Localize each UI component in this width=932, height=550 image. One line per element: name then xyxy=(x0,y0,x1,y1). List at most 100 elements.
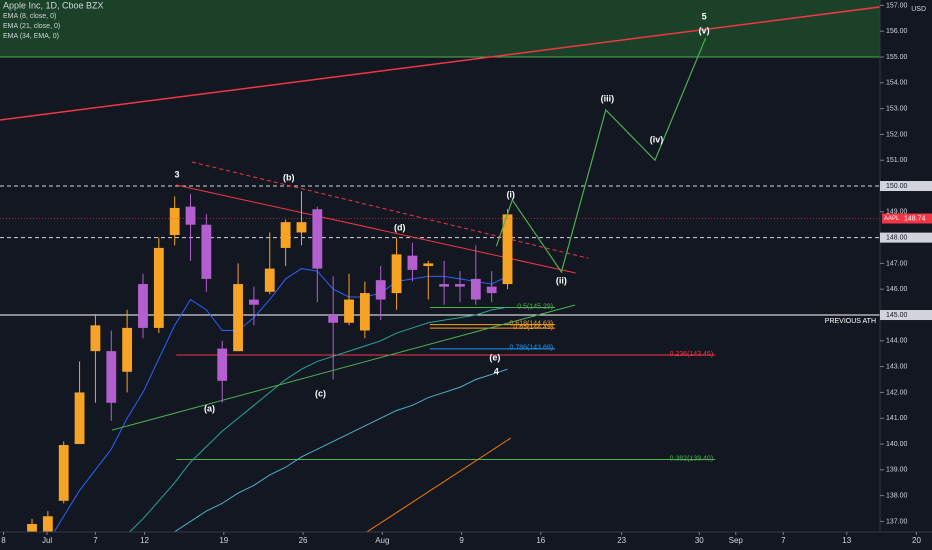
candle-body xyxy=(58,445,69,501)
legend-entry: EMA (21, close, 0) xyxy=(3,23,60,30)
candle-body xyxy=(407,255,418,270)
trend-line xyxy=(365,437,511,532)
y-tick-label: 156.00 xyxy=(886,28,908,35)
wave-label: (v) xyxy=(699,26,710,36)
candle-body xyxy=(486,286,497,294)
candle-body xyxy=(423,263,434,266)
candle-body xyxy=(217,348,228,381)
axis-label-box xyxy=(880,310,932,321)
y-tick-label: 155.00 xyxy=(886,54,908,61)
currency: USD xyxy=(911,6,926,13)
x-tick-label: 12 xyxy=(140,536,149,545)
x-tick-label: 19 xyxy=(219,536,228,545)
candle-body xyxy=(312,209,323,269)
level-label: 0.382(139.40) xyxy=(670,455,714,462)
y-tick-label: 140.00 xyxy=(886,441,908,448)
candle-body xyxy=(328,315,339,323)
wave-label: (d) xyxy=(394,222,406,232)
x-tick-label: 7 xyxy=(781,536,786,545)
candle-body xyxy=(201,224,212,279)
wave-label: 3 xyxy=(175,169,180,179)
wave-label: 5 xyxy=(702,11,707,21)
wave-label: (a) xyxy=(204,403,215,413)
wave-label: 4 xyxy=(494,366,499,376)
wave-label: (iii) xyxy=(601,93,615,103)
x-tick-label: 7 xyxy=(93,536,98,545)
wave-label: (c) xyxy=(315,388,326,398)
y-tick-label: 144.00 xyxy=(886,338,908,345)
level-label: 0.786(143.69) xyxy=(509,345,553,352)
candle-body xyxy=(375,280,386,300)
x-tick-label: 23 xyxy=(617,536,626,545)
y-tick-label: 151.00 xyxy=(886,157,908,164)
level-label: 0.618(144.63) xyxy=(509,320,553,327)
y-tick-label: 147.00 xyxy=(886,260,908,267)
y-tick-label: 143.00 xyxy=(886,363,908,370)
x-tick-label: Aug xyxy=(375,536,389,545)
x-tick-label: 16 xyxy=(536,536,545,545)
wave-path xyxy=(495,37,707,274)
trend-line xyxy=(176,184,576,274)
candle-body xyxy=(455,284,465,287)
last-symbol: AAPL xyxy=(884,216,900,222)
candle-body xyxy=(249,299,259,305)
x-tick-label: 30 xyxy=(695,536,704,545)
candle-body xyxy=(233,284,243,352)
chart-title: Apple Inc, 1D, Cboe BZX xyxy=(3,0,104,10)
ema-line xyxy=(128,306,508,532)
candle-body xyxy=(27,524,37,532)
candle-body xyxy=(122,327,133,372)
candle-body xyxy=(470,278,481,300)
y-tick-label: 157.00 xyxy=(886,2,908,9)
wave-label: (ii) xyxy=(556,275,567,285)
y-tick-label: 139.00 xyxy=(886,467,908,474)
candle-body xyxy=(280,222,291,248)
legend-entry: EMA (8, close, 0) xyxy=(3,13,56,20)
last-price-box xyxy=(882,213,932,224)
last-price: 148.74 xyxy=(904,215,926,222)
y-tick-label: 154.00 xyxy=(886,80,908,87)
trend-line xyxy=(0,6,880,121)
y-tick-label: 141.00 xyxy=(886,415,908,422)
x-tick-label: 26 xyxy=(299,536,308,545)
candle-body xyxy=(153,247,164,328)
wave-label: (e) xyxy=(489,352,500,362)
axis-label-box xyxy=(880,232,932,243)
x-tick-label: Sep xyxy=(729,536,744,545)
x-tick-label: 20 xyxy=(912,536,921,545)
wave-label: (iv) xyxy=(650,134,664,144)
candle-body xyxy=(42,516,53,532)
x-tick-label: Jul xyxy=(42,536,52,545)
y-tick-label: 149.00 xyxy=(886,209,908,216)
candle-body xyxy=(502,214,513,285)
axis-label: 148.00 xyxy=(886,234,908,241)
candle-body xyxy=(359,293,370,331)
candle-body xyxy=(296,222,307,233)
wave-label: (b) xyxy=(283,172,295,182)
candle-body xyxy=(106,351,117,403)
candle-body xyxy=(344,299,354,323)
level-label: 0.236(143.45) xyxy=(670,351,714,358)
candle-body xyxy=(439,284,450,287)
candle-body xyxy=(90,325,101,352)
ema-line xyxy=(173,368,508,532)
ema-line xyxy=(53,268,508,532)
price-axis xyxy=(880,0,932,550)
x-tick-label: 13 xyxy=(842,536,851,545)
candle-body xyxy=(138,284,148,328)
target-zone xyxy=(0,0,880,58)
candle-body xyxy=(185,206,196,225)
candle-body xyxy=(169,207,180,236)
level-label: 0.65(144.49) xyxy=(513,324,553,331)
y-tick-label: 137.00 xyxy=(886,518,908,525)
candle-body xyxy=(264,268,275,292)
x-tick-label: 9 xyxy=(459,536,464,545)
trend-line xyxy=(111,304,576,431)
candle-body xyxy=(74,392,85,445)
y-tick-label: 142.00 xyxy=(886,389,908,396)
legend-entry: EMA (34, EMA, 0) xyxy=(3,33,59,40)
